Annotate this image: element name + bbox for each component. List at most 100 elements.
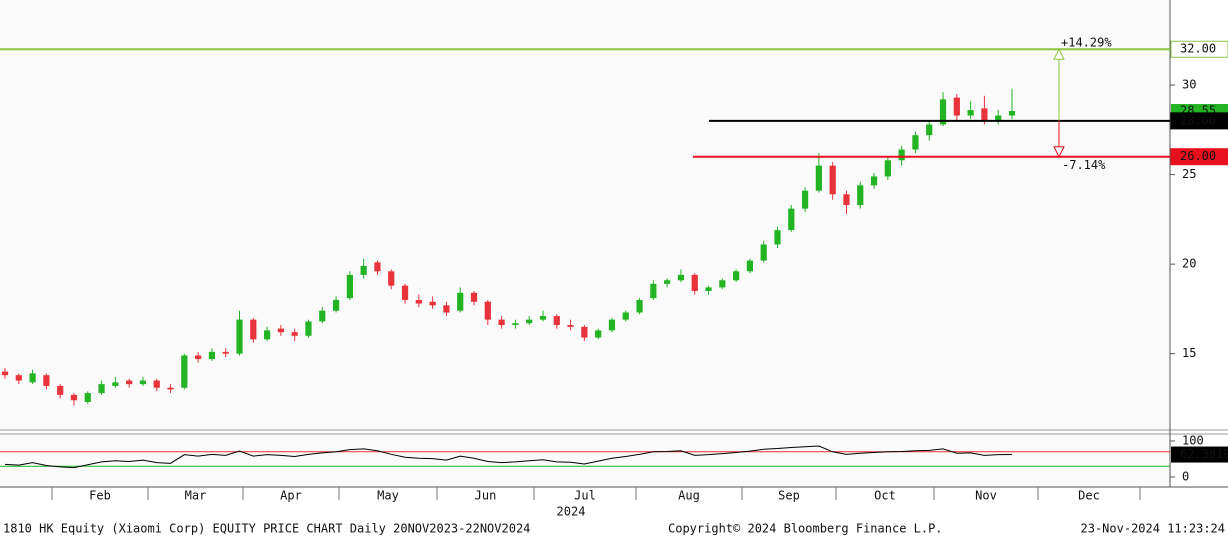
y-tick-label: 25: [1182, 167, 1196, 181]
candle-body: [15, 375, 22, 381]
candle-body: [319, 310, 326, 322]
rsi-line: [4, 445, 1013, 469]
candle-body: [470, 292, 478, 302]
y-tick-label: 100: [1182, 434, 1204, 448]
candle-body: [829, 165, 836, 195]
candle-body: [981, 108, 988, 121]
candle-body: [884, 160, 891, 177]
candle-body: [126, 380, 133, 385]
candle-body: [843, 194, 850, 206]
candle-body: [29, 373, 36, 383]
x-tick-label: Apr: [280, 489, 302, 503]
candle-body: [263, 330, 271, 340]
candle-body: [195, 355, 202, 360]
candle-body: [222, 351, 229, 354]
footer-right: 23-Nov-2024 11:23:24: [1081, 522, 1226, 536]
candle-body: [346, 274, 353, 299]
y-tick-label: 20: [1182, 257, 1196, 271]
candle-body: [939, 99, 947, 125]
x-tick-label: Jul: [574, 489, 596, 503]
candle-body: [760, 244, 767, 261]
candle-body: [815, 165, 822, 191]
candle-body: [139, 380, 147, 385]
y-tick-label: 15: [1182, 346, 1196, 360]
candle-body: [774, 230, 781, 245]
candle-body: [526, 319, 533, 324]
candle-body: [636, 299, 643, 313]
level-label: 32.00: [1180, 42, 1216, 56]
rsi-tag: [1171, 446, 1228, 463]
candle-body: [112, 382, 119, 386]
annotation: +14.29%: [1061, 36, 1112, 50]
x-tick-label: Jun: [475, 489, 497, 503]
level-tag: [1170, 148, 1228, 166]
arrow-head: [1053, 48, 1065, 60]
candle-body: [567, 325, 574, 327]
candle-body: [360, 265, 367, 275]
candle-body: [43, 375, 50, 386]
candle-body: [208, 351, 216, 360]
candle-body: [401, 285, 409, 300]
footer-left: 1810 HK Equity (Xiaomi Corp) EQUITY PRIC…: [3, 522, 530, 536]
candle-body: [429, 301, 436, 306]
candle-body: [553, 316, 560, 326]
candle-body: [664, 280, 671, 284]
x-tick-label: Aug: [678, 489, 700, 503]
candle-body: [581, 326, 588, 338]
level-tag: [1170, 112, 1228, 130]
candle-body: [691, 274, 698, 292]
candle-body: [277, 328, 284, 333]
candle-body: [733, 271, 740, 281]
candle-body: [788, 208, 795, 231]
x-year-label: 2024: [557, 505, 586, 519]
candle-body: [57, 385, 64, 395]
candle-body: [484, 301, 491, 320]
candle-body: [967, 110, 974, 116]
level-label: 28.00: [1180, 113, 1216, 127]
candle-body: [608, 319, 616, 331]
candle-body: [705, 287, 712, 292]
candle-body: [457, 292, 464, 311]
x-tick-label: Mar: [185, 489, 207, 503]
candle-body: [595, 330, 602, 338]
candle-body: [305, 321, 312, 336]
level-tag: [1170, 40, 1228, 58]
annotation: -7.14%: [1062, 158, 1106, 172]
x-tick-label: Sep: [778, 489, 800, 503]
x-tick-label: Oct: [874, 489, 896, 503]
x-tick-label: Feb: [89, 489, 111, 503]
plot-background: [0, 0, 1170, 487]
candle-body: [870, 176, 878, 186]
candle-body: [857, 185, 864, 206]
candle-body: [181, 355, 188, 388]
candle-body: [1008, 111, 1016, 116]
candle-body: [70, 394, 78, 401]
candle-body: [1, 371, 9, 376]
candle-body: [291, 332, 298, 336]
candle-body: [84, 393, 91, 403]
candle-body: [250, 319, 257, 340]
candle-body: [650, 283, 657, 299]
footer-center: Copyright© 2024 Bloomberg Finance L.P.: [668, 522, 943, 536]
candle-body: [443, 305, 450, 313]
candle-body: [926, 124, 933, 136]
x-tick-label: May: [377, 489, 399, 503]
candle-body: [539, 316, 547, 320]
candle-body: [374, 262, 381, 272]
candle-body: [236, 319, 243, 354]
candle-body: [98, 384, 105, 394]
candle-body: [512, 323, 519, 326]
y-tick-label: 0: [1182, 470, 1189, 484]
candle-body: [912, 135, 919, 150]
candle-body: [953, 97, 960, 116]
candle-body: [677, 274, 685, 281]
y-tick-label: 30: [1182, 78, 1196, 92]
candle-body: [167, 387, 174, 390]
candle-body: [746, 260, 754, 272]
rsi-last-label: 62.3819: [1180, 447, 1228, 461]
candle-body: [801, 190, 809, 209]
candle-body: [498, 319, 505, 326]
level-label: 26.00: [1180, 149, 1216, 163]
candle-body: [898, 149, 905, 161]
